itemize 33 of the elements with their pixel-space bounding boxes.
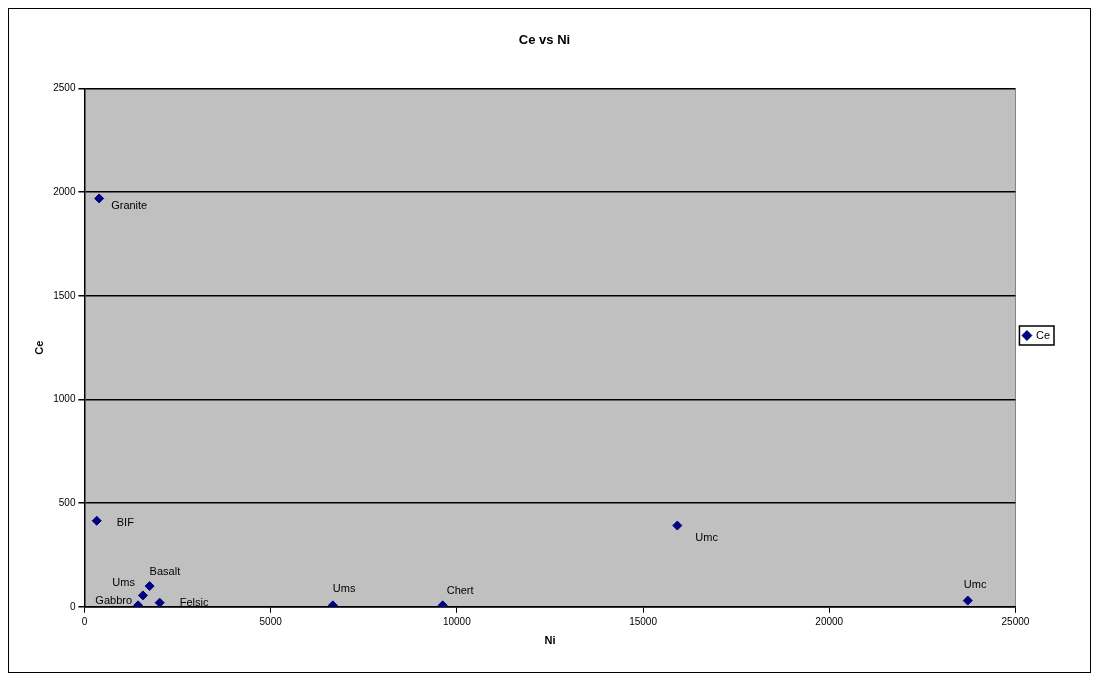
point	[137, 590, 148, 601]
y-tick-label: 500	[58, 496, 76, 508]
point	[91, 515, 102, 526]
y-axis-title: Ce	[32, 340, 45, 355]
legend-label: Ce	[1035, 328, 1050, 341]
y-tick-label: 1500	[53, 289, 76, 301]
point	[672, 520, 683, 531]
annotation: Granite	[111, 199, 148, 212]
x-tick-label: 20000	[815, 615, 844, 627]
point	[94, 193, 105, 204]
point	[962, 595, 973, 606]
annotation: Basalt	[149, 565, 181, 578]
y-tick-label: 1000	[53, 393, 76, 405]
chart-title: Ce vs Ni	[518, 32, 571, 48]
annotation: Gabbro	[95, 594, 133, 607]
annotation: Umc	[695, 530, 719, 543]
x-tick-label: 15000	[629, 615, 658, 627]
annotation: Ums	[332, 582, 356, 595]
y-tick-label: 2500	[53, 82, 76, 94]
annotation: BIF	[116, 515, 135, 528]
y-tick-label: 0	[69, 600, 76, 612]
point	[154, 597, 165, 607]
x-axis-title: Ni	[544, 634, 556, 647]
annotation: Ums	[112, 576, 136, 589]
annotation: Umc	[963, 577, 987, 590]
x-tick-label: 0	[81, 615, 88, 627]
x-tick-label: 5000	[259, 615, 283, 627]
y-tick-label: 2000	[53, 185, 76, 197]
point	[144, 581, 155, 592]
x-tick-label: 25000	[1001, 615, 1030, 627]
annotation: Felsic	[179, 595, 209, 608]
annotation: Chert	[446, 584, 474, 597]
x-tick-label: 10000	[442, 615, 472, 627]
